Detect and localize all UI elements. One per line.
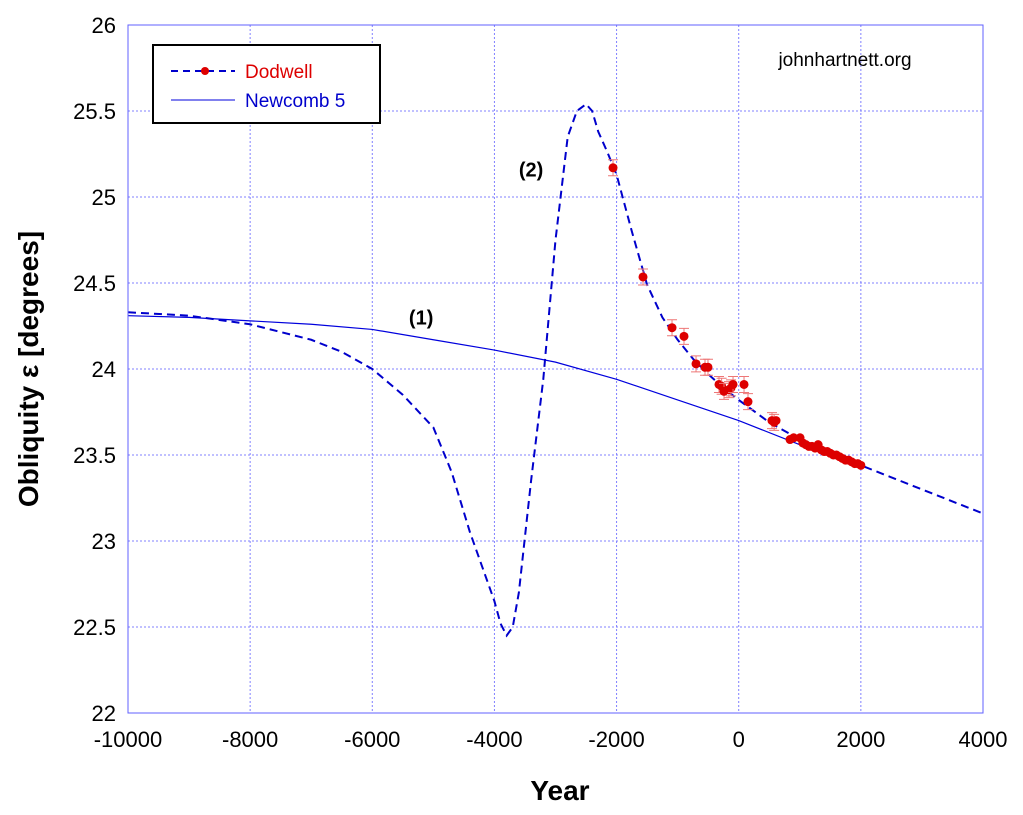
legend-newcomb-label: Newcomb 5 xyxy=(245,91,345,112)
dodwell-point xyxy=(608,163,618,173)
dodwell-point xyxy=(703,362,713,372)
y-tick-label: 23.5 xyxy=(73,443,116,468)
x-tick-label: -8000 xyxy=(222,727,278,752)
dodwell-point xyxy=(789,433,799,443)
dodwell-point xyxy=(739,379,749,389)
y-tick-label: 25 xyxy=(92,185,116,210)
grid xyxy=(127,24,984,714)
watermark: johnhartnett.org xyxy=(777,50,911,71)
annotation-1: (1) xyxy=(409,307,433,329)
newcomb-line xyxy=(127,315,862,466)
dodwell-point xyxy=(771,416,781,426)
dodwell-point xyxy=(667,323,677,333)
y-axis-label: Obliquity ε [degrees] xyxy=(13,231,44,507)
x-tick-label: -6000 xyxy=(344,727,400,752)
legend-dodwell-label: Dodwell xyxy=(245,62,313,83)
legend-box xyxy=(152,44,381,124)
dodwell-point xyxy=(743,397,753,407)
legend: Dodwell Newcomb 5 xyxy=(152,44,381,124)
dodwell-point xyxy=(691,359,701,369)
dodwell-point xyxy=(728,379,738,389)
y-tick-label: 26 xyxy=(92,13,116,38)
x-tick-label: 2000 xyxy=(836,727,885,752)
dodwell-line xyxy=(127,102,984,638)
series-layer xyxy=(127,102,984,638)
dodwell-point xyxy=(679,331,689,341)
y-tick-label: 25.5 xyxy=(73,99,116,124)
y-tick-label: 22.5 xyxy=(73,615,116,640)
dodwell-point xyxy=(856,460,866,470)
x-tick-label: -2000 xyxy=(588,727,644,752)
annotation-2: (2) xyxy=(519,159,543,181)
x-tick-label: -10000 xyxy=(94,727,163,752)
y-tick-label: 23 xyxy=(92,529,116,554)
dodwell-point xyxy=(638,272,648,282)
legend-dodwell-marker xyxy=(201,67,209,75)
y-tick-label: 22 xyxy=(92,701,116,726)
x-tick-label: 4000 xyxy=(959,727,1008,752)
x-tick-label: 0 xyxy=(733,727,745,752)
x-tick-label: -4000 xyxy=(466,727,522,752)
tick-labels: -10000 -8000 -6000 -4000 -2000 0 2000 4000 22 22.… xyxy=(73,13,1007,752)
y-tick-label: 24 xyxy=(92,357,116,382)
plot-frame xyxy=(127,24,984,714)
x-axis-label: Year xyxy=(530,775,589,806)
y-tick-label: 24.5 xyxy=(73,271,116,296)
